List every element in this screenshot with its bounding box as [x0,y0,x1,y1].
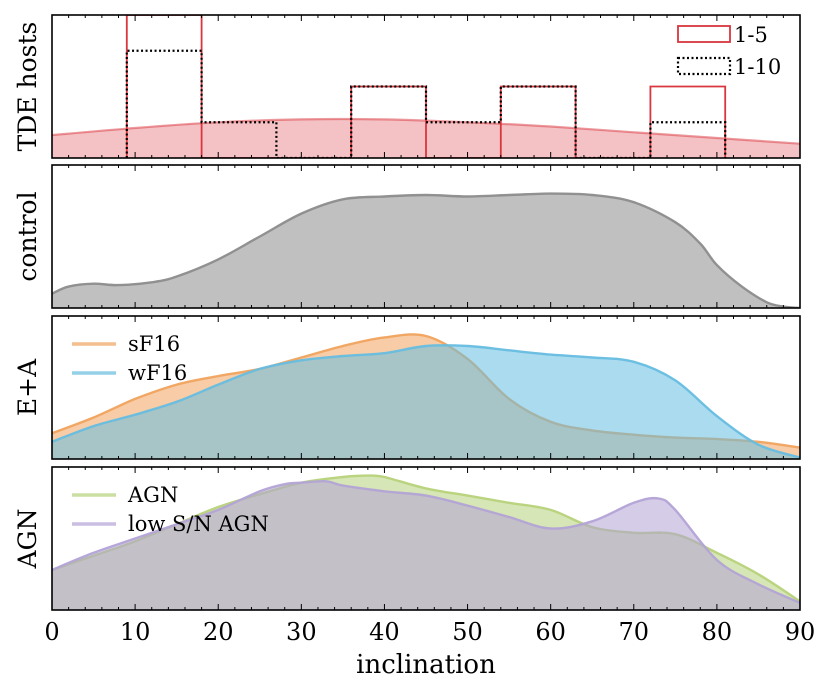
histogram-1-5 [125,15,727,158]
legend-label-1-10: 1-10 [734,55,781,79]
panel-control [51,164,801,309]
series-fill-wf16 [52,345,800,459]
histogram-1-10 [125,49,727,158]
legend-swatch-1-10 [676,56,732,76]
panel-ea: sF16 wF16 [51,315,801,460]
x-tick-label: 40 [369,618,400,646]
legend-swatch-1-5 [677,25,731,43]
legend-label-1-5: 1-5 [734,23,768,47]
ylabel-agn: AGN [13,509,42,570]
legend-label-sF16: sF16 [128,332,180,356]
x-tick-label: 50 [452,618,483,646]
panel-frame [51,14,801,159]
legend-label-low S/N AGN: low S/N AGN [128,512,269,536]
panel-frame [51,466,801,611]
series-fill-control [52,193,800,308]
ylabel-tde: TDE hosts [13,22,42,152]
x-tick-label: 90 [785,618,816,646]
x-tick-label: 80 [702,618,733,646]
series-line-control [52,192,800,308]
panel-frame [51,164,801,309]
xlabel: inclination [356,650,496,680]
x-tick-label: 30 [286,618,317,646]
series-line-wf16 [52,344,800,459]
x-tick-label: 70 [619,618,650,646]
x-tick-label: 20 [203,618,234,646]
legend-label-AGN: AGN [127,483,178,507]
panel-frame [51,315,801,460]
x-tick-label: 10 [120,618,151,646]
legend-label-wF16: wF16 [128,361,187,385]
ylabel-ea: E+A [13,358,42,416]
x-tick-label: 60 [535,618,566,646]
series-line-low-s-n-agn [52,480,800,604]
panel-tde: 1-5 1-10 [51,14,801,159]
ylabel-control: control [13,191,42,281]
x-tick-label: 0 [44,618,59,646]
panel-agn: AGN low S/N AGN [51,466,801,611]
